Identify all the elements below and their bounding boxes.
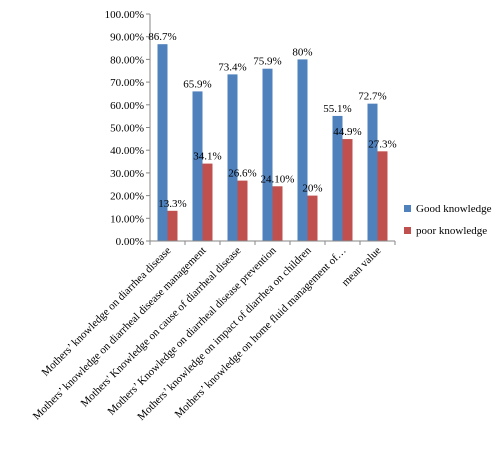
poor-knowledge-bar [167, 210, 178, 241]
y-tick-label: 40.00% [110, 145, 144, 157]
poor-knowledge-bar [342, 139, 353, 241]
x-category-label: Mothers’ knowledge on diarrhea disease [40, 245, 174, 379]
poor-knowledge-bar [202, 163, 213, 241]
good-knowledge-data-label: 80% [292, 46, 312, 58]
y-tick-label: 90.00% [110, 32, 144, 44]
y-tick-label: 80.00% [110, 54, 144, 66]
good-knowledge-bar [227, 74, 238, 242]
legend-swatch [404, 205, 411, 212]
poor-knowledge-data-label: 26.6% [228, 168, 256, 180]
poor-knowledge-data-label: 44.9% [333, 126, 361, 138]
y-tick-label: 70.00% [110, 77, 144, 89]
poor-knowledge-data-label: 34.1% [193, 151, 221, 163]
poor-knowledge-bar [307, 195, 318, 241]
x-category-label: Mothers' Knowledge on cause of diarrheal… [79, 245, 244, 410]
good-knowledge-bar [367, 103, 378, 241]
legend: Good knowledge poor knowledge [404, 203, 492, 237]
y-tick-label: 0.00% [116, 236, 144, 248]
y-tick-label: 10.00% [110, 213, 144, 225]
category-labels: Mothers’ knowledge on diarrhea diseaseMo… [31, 244, 384, 423]
y-tick-label: 50.00% [110, 123, 144, 135]
poor-knowledge-bar [272, 186, 283, 241]
good-knowledge-bar [332, 115, 343, 241]
legend-label: Good knowledge [416, 203, 492, 215]
poor-knowledge-data-label: 20% [302, 183, 322, 195]
poor-knowledge-bar [377, 151, 388, 241]
poor-knowledge-data-label: 27.3% [368, 138, 396, 150]
good-knowledge-data-label: 65.9% [183, 78, 211, 90]
y-tick-label: 30.00% [110, 168, 144, 180]
good-knowledge-data-label: 55.1% [323, 103, 351, 115]
good-knowledge-data-label: 72.7% [358, 91, 386, 103]
poor-knowledge-data-label: 13.3% [158, 198, 186, 210]
good-knowledge-data-label: 86.7% [148, 31, 176, 43]
axes [146, 13, 396, 245]
good-knowledge-bar [262, 68, 273, 241]
y-tick-label: 100.00% [105, 9, 144, 21]
data-labels: 86.7% 65.9% 73.4% 75.9% 80% 55.1% 72.7% 13.3% 34… [148, 31, 396, 210]
legend-swatch [404, 227, 411, 234]
good-knowledge-bar [157, 44, 168, 241]
good-knowledge-bar [297, 59, 308, 242]
y-tick-label: 20.00% [110, 191, 144, 203]
legend-label: poor knowledge [416, 225, 487, 237]
good-knowledge-bar [192, 91, 203, 241]
y-axis-tick-labels: 0.00% 10.00% 20.00% 30.00% 40.00% 50.00% 60.00… [105, 9, 144, 248]
poor-knowledge-data-label: 24.10% [261, 173, 295, 185]
good-knowledge-data-label: 73.4% [218, 61, 246, 73]
poor-knowledge-bar [237, 180, 248, 241]
y-tick-label: 60.00% [110, 100, 144, 112]
bars [157, 44, 388, 242]
good-knowledge-data-label: 75.9% [253, 56, 281, 68]
